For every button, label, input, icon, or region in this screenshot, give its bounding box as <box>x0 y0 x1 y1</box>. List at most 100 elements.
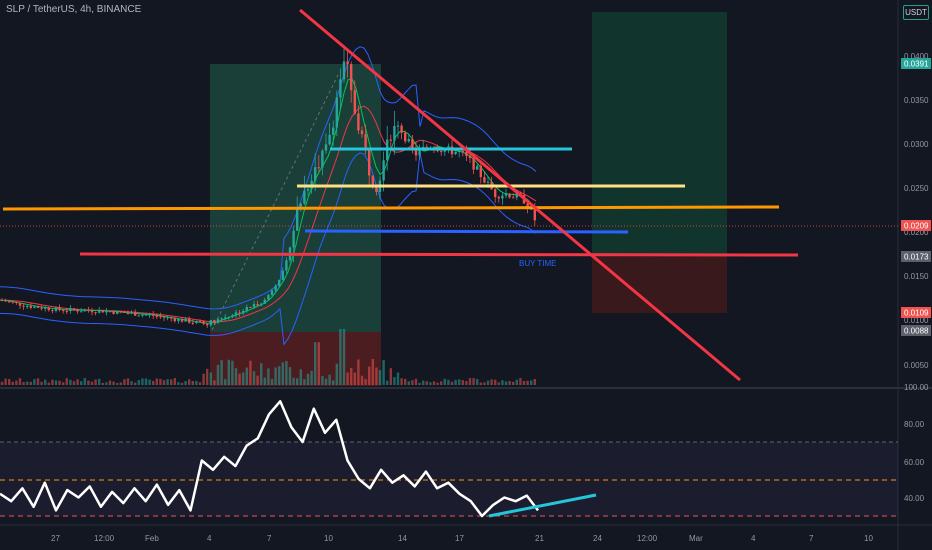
volume-bar <box>339 329 342 385</box>
tag-bg <box>901 251 931 262</box>
candle-body <box>80 311 83 313</box>
candle-body <box>414 147 418 156</box>
candle-body <box>83 309 86 312</box>
volume-bar <box>162 380 166 385</box>
candle-body <box>94 312 97 314</box>
volume-bar <box>209 372 212 385</box>
volume-bar <box>508 381 511 385</box>
volume-bar <box>292 377 295 385</box>
volume-bar <box>353 372 356 385</box>
profit-zone-2[interactable] <box>592 12 727 256</box>
candle-body <box>411 138 414 148</box>
volume-bar <box>486 380 490 385</box>
candle-body <box>263 299 266 304</box>
volume-bar <box>494 379 497 385</box>
candle-body <box>252 304 256 308</box>
volume-bar <box>414 378 418 385</box>
volume-bar <box>249 360 252 385</box>
orange-level-line[interactable] <box>2 205 780 211</box>
volume-bar <box>432 381 436 385</box>
candle-body <box>468 155 472 159</box>
volume-bar <box>33 379 36 385</box>
tag-bg <box>901 58 931 69</box>
volume-bar <box>422 380 425 385</box>
candle-body <box>202 321 205 324</box>
long-position-tool[interactable] <box>210 64 381 386</box>
volume-bar <box>155 378 158 385</box>
candle-body <box>371 175 374 187</box>
candle-body <box>98 309 101 313</box>
candle-body <box>155 315 158 317</box>
candle-body <box>188 318 191 323</box>
bollinger-lower <box>0 152 537 346</box>
candle-body <box>134 312 137 316</box>
volume-bar <box>458 379 461 385</box>
candle-body <box>296 207 299 231</box>
rsi-axis[interactable]: 100.00 80.00 60.00 40.00 <box>904 383 929 503</box>
volume-bar <box>321 376 324 385</box>
volume-bar <box>465 381 468 385</box>
volume-bar <box>306 373 310 385</box>
currency-button[interactable]: USDT <box>903 5 929 20</box>
time-label: 14 <box>398 534 407 543</box>
volume-bar <box>0 381 4 385</box>
volume-bar <box>40 381 43 385</box>
candle-body <box>22 305 25 307</box>
tag-bg <box>901 220 931 231</box>
volume-bar <box>159 378 162 385</box>
blue-level-line[interactable] <box>304 229 629 234</box>
time-label: 4 <box>751 534 756 543</box>
volume-bar <box>58 380 61 385</box>
candle-body <box>303 190 306 204</box>
time-label: Mar <box>689 534 703 543</box>
candle-body <box>465 151 468 156</box>
volume-bar <box>310 370 313 385</box>
volume-bar <box>501 380 504 385</box>
volume-bar <box>357 359 360 385</box>
profit-zone[interactable] <box>210 64 381 332</box>
volume-bar <box>332 380 335 385</box>
volume-bar <box>440 381 443 385</box>
volume-bar <box>62 382 65 385</box>
buy-time-label: BUY TIME <box>519 259 557 268</box>
rsi-divergence-line[interactable] <box>488 493 597 518</box>
candle-body <box>249 307 252 309</box>
candle-body <box>36 306 40 308</box>
candle-body <box>324 144 328 151</box>
candle-body <box>87 309 90 311</box>
candle-body <box>242 310 245 314</box>
price-tick: 0.0150 <box>904 272 929 281</box>
volume-bar <box>170 379 173 385</box>
bollinger-upper <box>0 46 537 310</box>
descending-trendline[interactable] <box>299 8 741 382</box>
time-label: 4 <box>207 534 212 543</box>
candle-body <box>418 149 421 156</box>
time-axis[interactable]: 27 12:00 Feb 4 7 10 14 17 21 24 12:00 Ma… <box>51 534 873 543</box>
volume-bar <box>483 382 486 385</box>
volume-bar <box>479 382 482 385</box>
volume-bar <box>26 381 29 385</box>
candle-body <box>152 314 155 316</box>
time-label: 7 <box>267 534 272 543</box>
volume-bar <box>407 381 410 385</box>
long-position-tool-2[interactable] <box>592 12 727 313</box>
volume-bar <box>184 381 187 385</box>
rsi-tick: 100.00 <box>904 383 929 392</box>
volume-bar <box>69 379 72 385</box>
red-support-line[interactable] <box>79 252 799 257</box>
candle-body <box>274 285 277 291</box>
candle-body <box>195 321 198 323</box>
candle-body <box>281 270 284 280</box>
volume-bar <box>195 380 198 385</box>
candle-body <box>342 61 346 80</box>
volume-bar <box>177 382 180 385</box>
price-axis[interactable]: 0.0400 0.0350 0.0300 0.0250 0.0200 0.015… <box>904 52 929 370</box>
volume-bar <box>288 367 292 385</box>
loss-zone-2[interactable] <box>592 256 727 313</box>
volume-bar <box>450 381 454 385</box>
volume-bar <box>116 382 119 385</box>
candle-body <box>137 315 140 317</box>
volume-bar <box>335 363 338 385</box>
volume-bar <box>191 381 194 385</box>
